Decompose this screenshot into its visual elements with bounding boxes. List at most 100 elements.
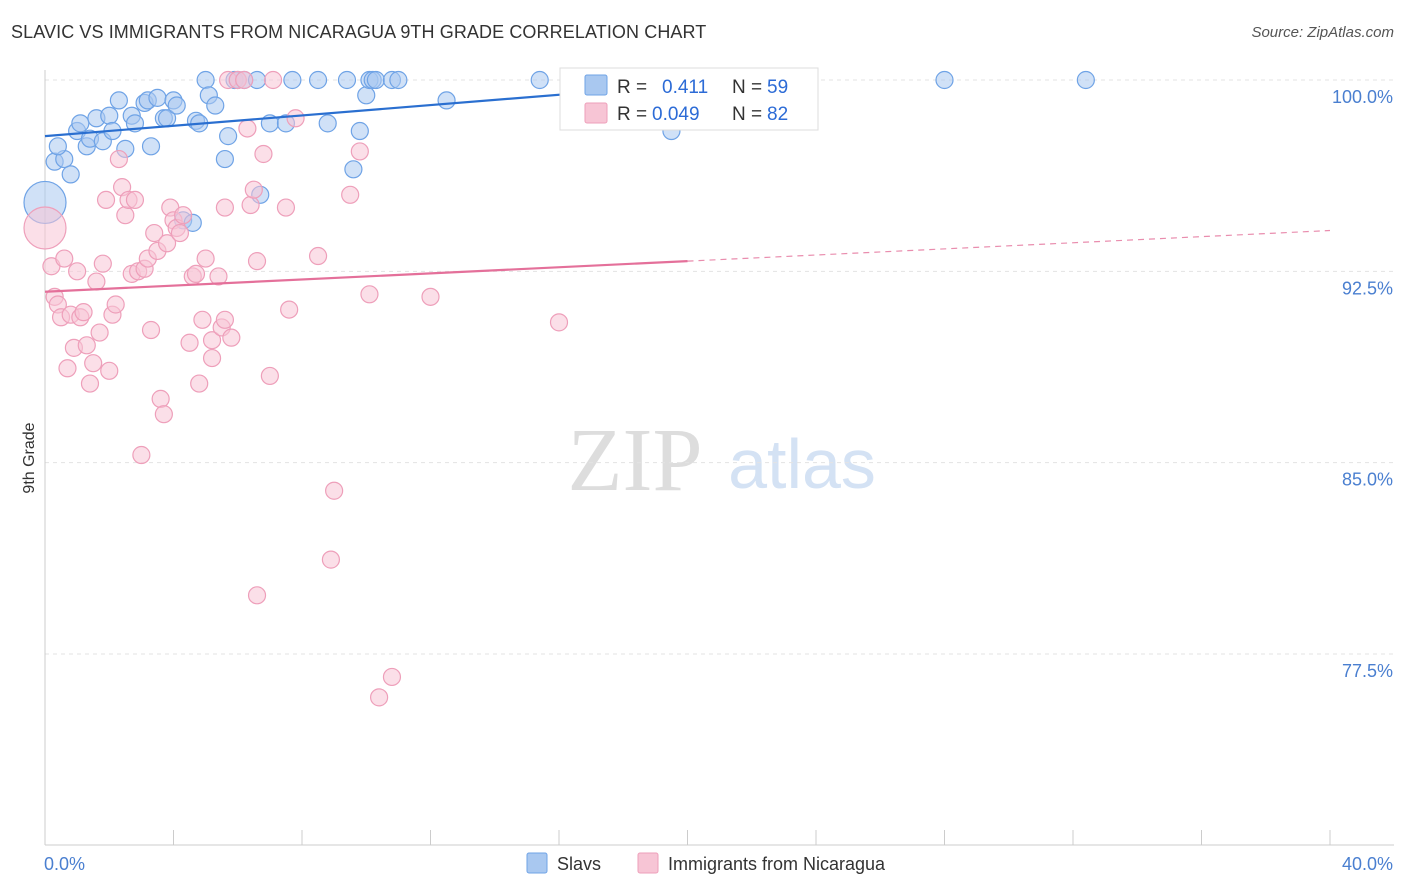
stats-r-label-nicaragua: R = (617, 104, 647, 125)
nicaragua-point-22 (109, 149, 128, 169)
nicaragua-point-60 (241, 195, 260, 215)
stats-r-value-slavs: 0.411 (662, 77, 708, 98)
nicaragua-point-37 (157, 234, 177, 253)
nicaragua-point-24 (116, 206, 135, 225)
nicaragua-point-18 (96, 190, 116, 210)
nicaragua-point-72 (325, 481, 344, 500)
slavs-point-3 (48, 137, 67, 156)
nicaragua-point-35 (151, 389, 170, 408)
nicaragua-point-36 (154, 405, 173, 424)
y-tick-labels: 100.0% 92.5% 85.0% 77.5% (1332, 87, 1393, 681)
legend-swatch-nicaragua (637, 852, 659, 874)
x-tick-label-0: 0.0% (44, 854, 85, 874)
nicaragua-point-13 (80, 374, 100, 393)
slavs-point-29 (196, 70, 215, 90)
bottom-legend: Slavs Immigrants from Nicaragua (526, 852, 886, 874)
gridlines (45, 79, 1394, 655)
nicaragua-point-21 (106, 295, 125, 314)
slavs-point-52 (389, 70, 408, 90)
watermark: ZIP atlas (568, 411, 876, 510)
nicaragua-point-33 (145, 223, 164, 243)
nicaragua-point-0 (23, 206, 67, 250)
stats-r-label-slavs: R = (617, 77, 647, 98)
nicaragua-point-16 (90, 323, 109, 342)
nicaragua-point-42 (174, 206, 193, 225)
nicaragua-point-48 (196, 249, 215, 268)
nicaragua-point-56 (222, 328, 241, 347)
nicaragua-point-62 (247, 252, 267, 271)
nicaragua-point-74 (350, 142, 369, 161)
nicaragua-point-9 (68, 262, 87, 281)
x-tick-label-1: 40.0% (1342, 854, 1393, 874)
nicaragua-point-65 (260, 366, 279, 386)
nicaragua-point-46 (190, 374, 209, 393)
legend-swatch-slavs (526, 852, 548, 874)
slavs-point-6 (71, 114, 90, 133)
y-tick-label-3: 77.5% (1342, 661, 1393, 681)
y-tick-label-1: 92.5% (1342, 278, 1393, 298)
slavs-point-53 (437, 91, 456, 110)
stats-n-label-nicaragua: N = (732, 104, 762, 125)
y-tick-label-2: 85.0% (1342, 470, 1393, 490)
legend-label-nicaragua: Immigrants from Nicaragua (668, 854, 886, 874)
nicaragua-point-53 (215, 310, 234, 329)
stats-swatch-slavs (584, 74, 608, 96)
data-points (23, 70, 1095, 707)
nicaragua-point-67 (276, 198, 296, 217)
x-ticks (44, 830, 1331, 845)
y-axis-title: 9th Grade (21, 422, 38, 493)
source-label: Source: ZipAtlas.com (1251, 24, 1394, 41)
slavs-point-24 (167, 96, 186, 115)
nicaragua-point-79 (549, 313, 569, 332)
stats-n-value-slavs: 59 (767, 77, 788, 98)
nicaragua-point-68 (280, 300, 299, 319)
slavs-point-45 (344, 160, 363, 179)
nicaragua-point-11 (74, 303, 93, 322)
nicaragua-point-71 (321, 550, 341, 569)
nicaragua-point-5 (55, 249, 74, 268)
x-tick-labels: 0.0% 40.0% (44, 854, 1393, 874)
watermark-atlas: atlas (728, 425, 876, 503)
nicaragua-point-76 (370, 688, 389, 707)
slavs-point-32 (215, 149, 234, 169)
nicaragua-point-69 (286, 109, 305, 128)
nicaragua-point-63 (247, 586, 267, 605)
nicaragua-point-78 (421, 287, 440, 306)
nicaragua-point-49 (202, 348, 222, 368)
slavs-point-20 (148, 88, 167, 107)
nicaragua-point-54 (215, 198, 234, 217)
nicaragua-point-61 (244, 180, 263, 199)
nicaragua-point-51 (209, 267, 228, 286)
watermark-zip: ZIP (568, 411, 703, 510)
nicaragua-point-64 (254, 144, 273, 164)
slavs-point-31 (206, 96, 225, 115)
nicaragua-trend-line (44, 260, 688, 293)
stats-r-value-nicaragua: 0.049 (652, 104, 700, 125)
stats-swatch-nicaragua (584, 102, 608, 124)
nicaragua-point-43 (180, 333, 199, 352)
slavs-point-11 (100, 106, 119, 125)
slavs-point-4 (61, 165, 80, 184)
nicaragua-point-58 (235, 70, 254, 90)
slavs-point-46 (350, 121, 369, 141)
slavs-point-19 (141, 137, 161, 156)
slavs-point-13 (109, 91, 128, 110)
nicaragua-point-19 (100, 361, 119, 380)
slavs-point-54 (530, 70, 549, 90)
slavs-point-44 (337, 70, 357, 90)
nicaragua-point-50 (202, 331, 222, 350)
nicaragua-point-73 (341, 185, 360, 204)
nicaragua-point-47 (193, 310, 212, 329)
nicaragua-point-27 (125, 190, 145, 210)
stats-n-value-nicaragua: 82 (767, 104, 788, 125)
nicaragua-point-14 (84, 354, 103, 373)
nicaragua-point-75 (360, 285, 379, 304)
nicaragua-point-15 (87, 272, 106, 291)
slavs-point-43 (318, 114, 337, 133)
nicaragua-point-70 (308, 246, 328, 266)
nicaragua-point-29 (132, 445, 151, 465)
nicaragua-point-41 (170, 223, 190, 243)
nicaragua-point-17 (93, 254, 112, 273)
nicaragua-point-45 (186, 264, 206, 283)
stats-legend: R = 0.411 N = 59 R = 0.049 N = 82 (559, 67, 819, 131)
